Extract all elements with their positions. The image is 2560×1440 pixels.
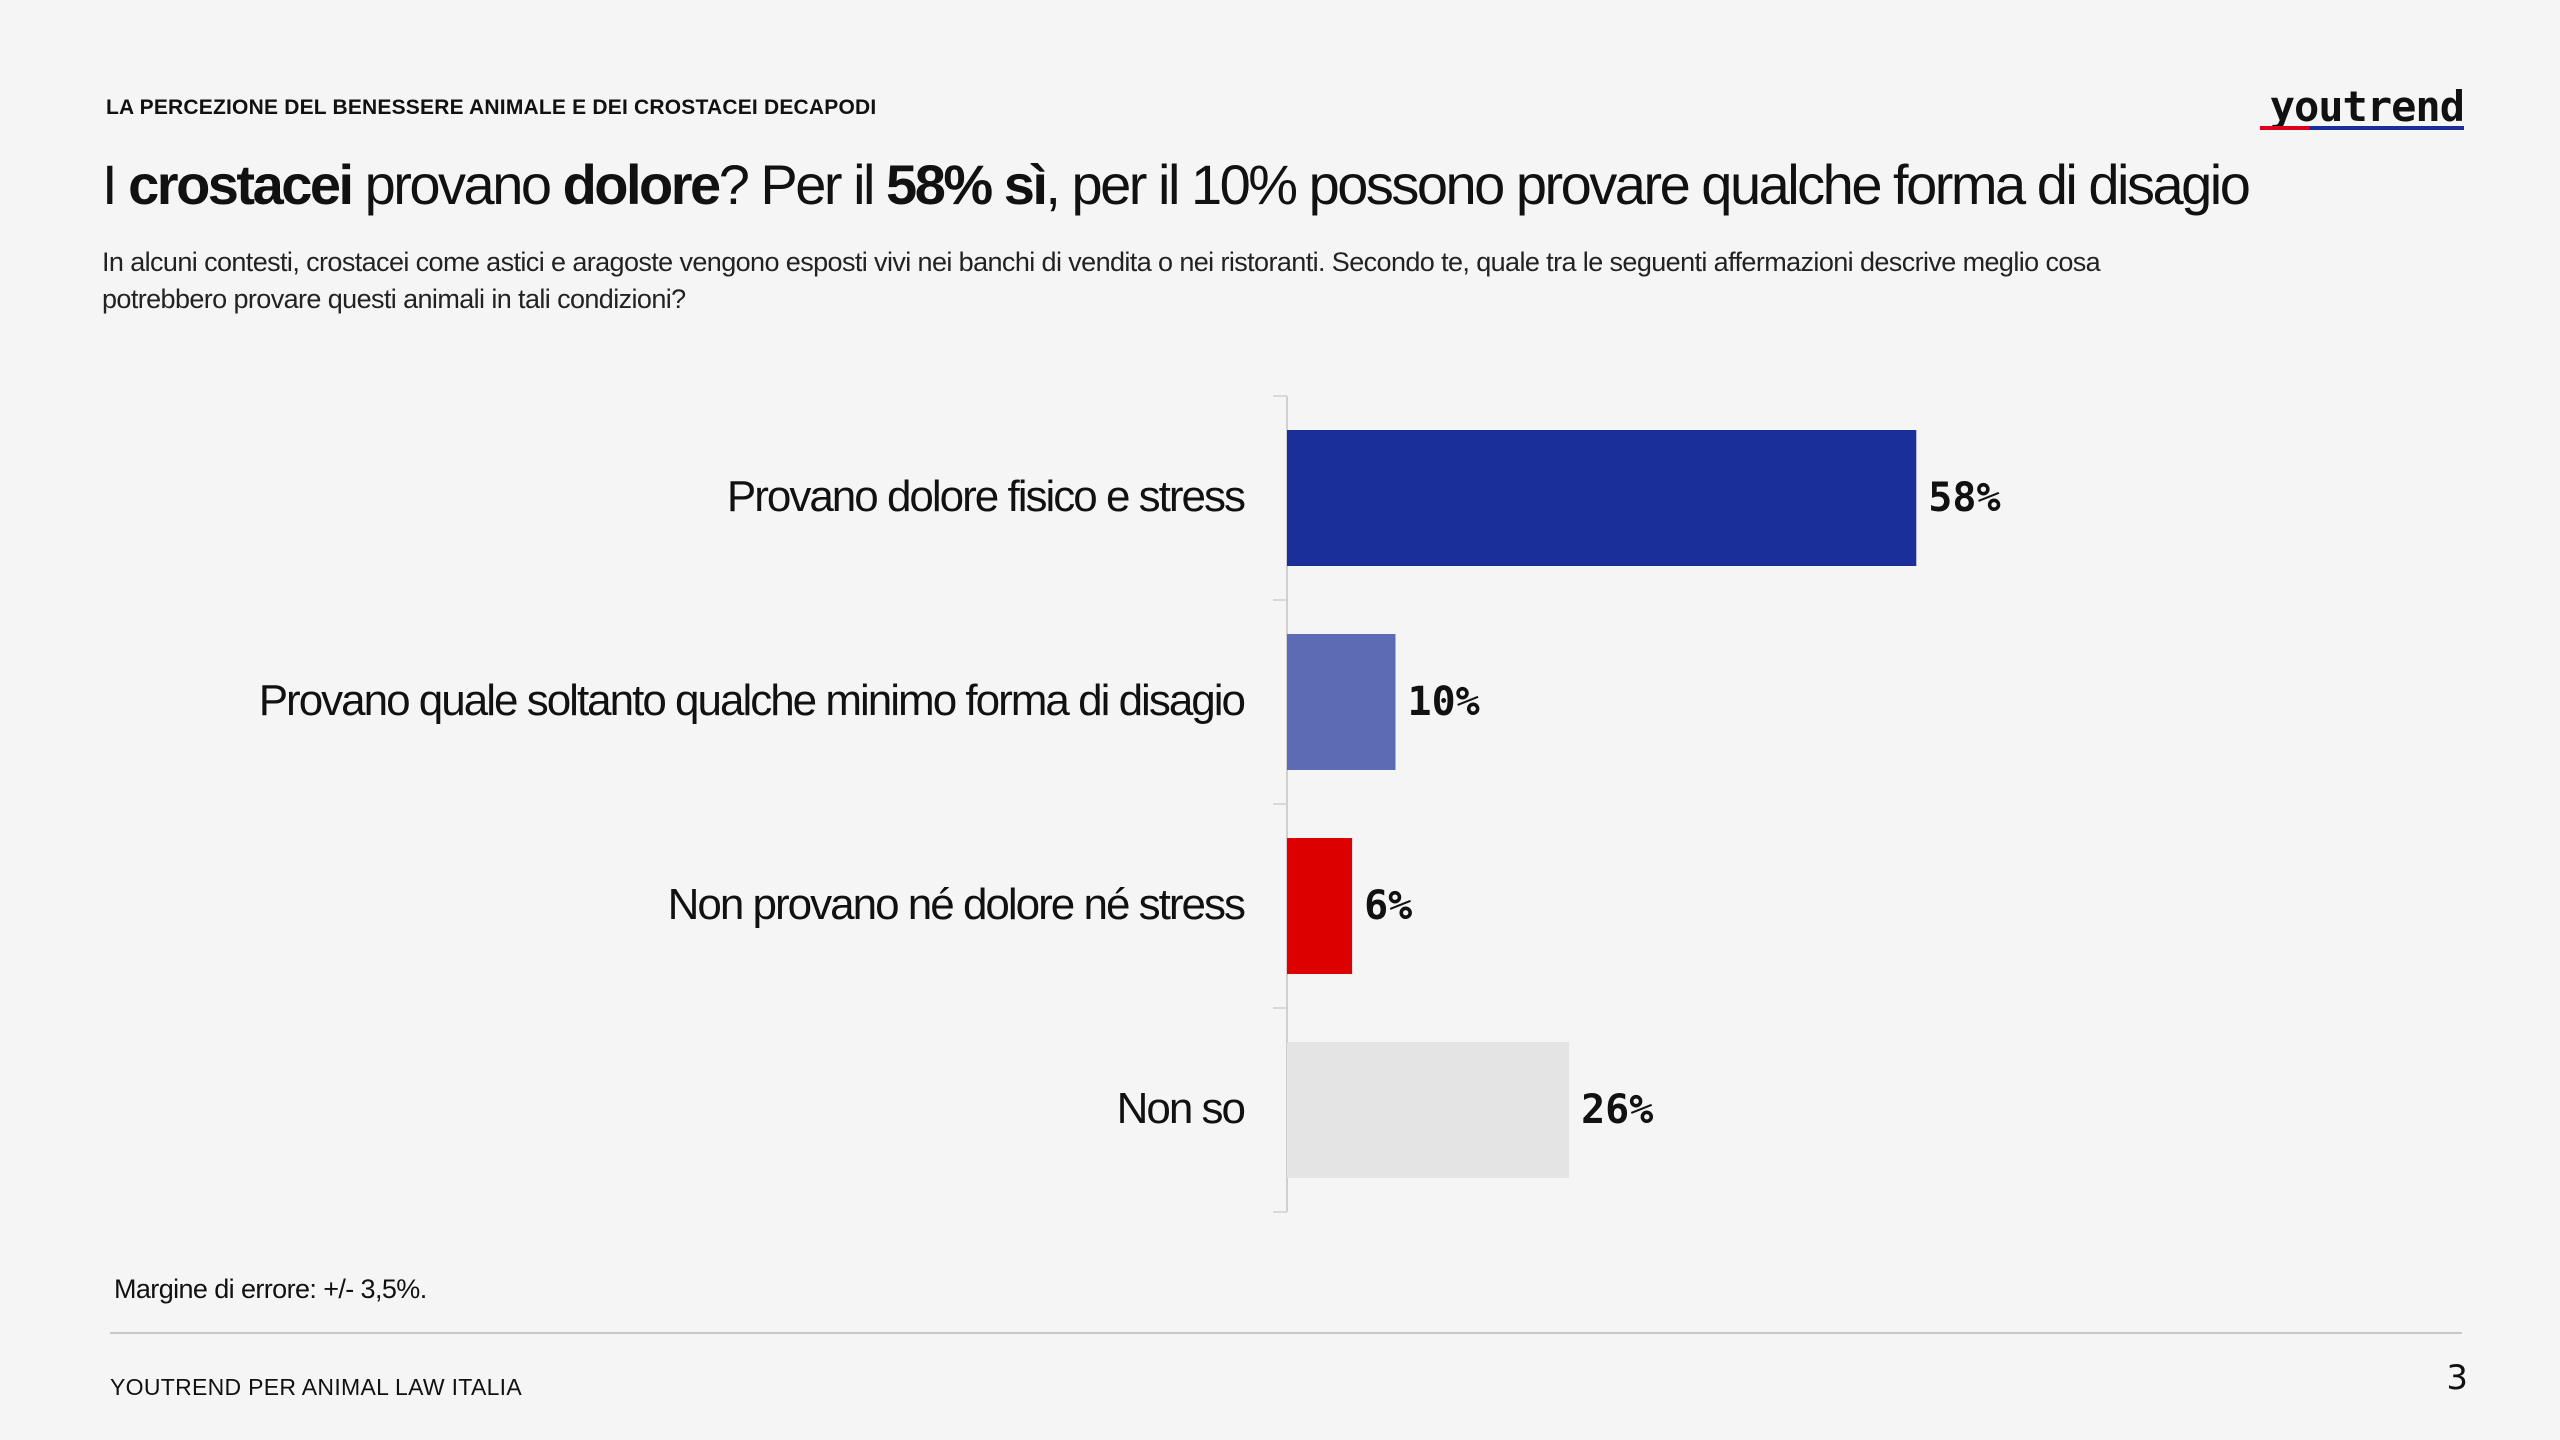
page-number: 3	[2446, 1358, 2468, 1398]
margin-of-error-note: Margine di errore: +/- 3,5%.	[114, 1274, 427, 1304]
bar-chart: Provano dolore fisico e stress 58% Provano…	[259, 395, 2001, 1213]
value-label: 10%	[1408, 679, 1480, 725]
headline-part: I	[102, 153, 129, 216]
category-label: Provano quale soltanto qualche minimo fo…	[259, 676, 1245, 725]
subtitle: In alcuni contesti, crostacei come astic…	[102, 247, 2101, 314]
logo-underline	[2260, 126, 2464, 130]
headline-bold: dolore	[562, 153, 722, 216]
bar	[1287, 430, 1917, 566]
headline-bold: 58% sì	[886, 153, 1048, 216]
value-label: 58%	[1928, 475, 2000, 521]
headline-bold: crostacei	[128, 153, 354, 216]
footer-divider	[110, 1332, 2462, 1334]
category-label: Non so	[1117, 1084, 1245, 1133]
headline: I crostacei provano dolore? Per il 58% s…	[102, 152, 2251, 217]
value-label: 6%	[1364, 883, 1412, 929]
bar	[1287, 634, 1396, 770]
bar	[1287, 1042, 1570, 1178]
chart-kicker: LA PERCEZIONE DEL BENESSERE ANIMALE E DE…	[106, 96, 877, 119]
youtrend-logo: youtrend	[2269, 82, 2465, 131]
headline-part: , per il 10% possono provare qualche for…	[1045, 153, 2250, 216]
value-label: 26%	[1581, 1087, 1653, 1133]
bar	[1287, 838, 1353, 974]
headline-part: provano	[351, 153, 563, 216]
category-label: Provano dolore fisico e stress	[727, 472, 1245, 521]
source-label: YOUTREND PER ANIMAL LAW ITALIA	[110, 1374, 523, 1400]
headline-part: ? Per il	[718, 153, 887, 216]
category-label: Non provano né dolore né stress	[668, 880, 1245, 929]
